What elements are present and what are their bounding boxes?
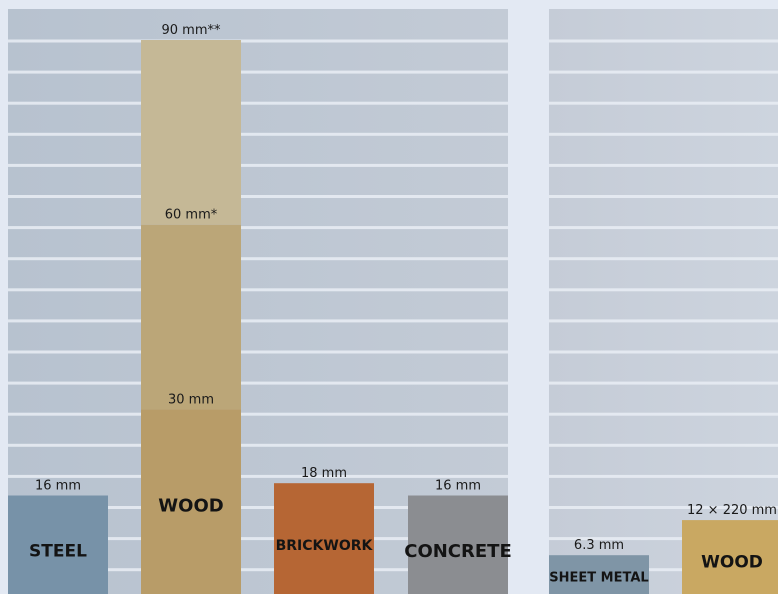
- grid-line: [8, 319, 508, 323]
- grid-line: [8, 568, 508, 572]
- grid-line: [8, 132, 508, 136]
- grid-line: [8, 381, 508, 385]
- value-label-steel-1: 16 mm: [35, 479, 81, 494]
- bar-wood-segment-1: [682, 520, 778, 594]
- chart-panels: [8, 9, 778, 594]
- grid-line: [549, 70, 778, 74]
- bar-brickwork-segment-1: [274, 483, 374, 594]
- grid-line: [549, 163, 778, 167]
- category-label-concrete: CONCRETE: [404, 541, 512, 562]
- bar-sheet-metal-segment-1: [549, 555, 649, 594]
- grid-line: [549, 443, 778, 447]
- grid-line: [549, 226, 778, 230]
- category-label-brickwork: BRICKWORK: [276, 538, 374, 554]
- grid-line: [8, 101, 508, 105]
- value-label-brickwork-1: 18 mm: [301, 466, 347, 481]
- grid-line: [549, 257, 778, 261]
- grid-line: [549, 568, 778, 572]
- grid-line: [549, 381, 778, 385]
- grid-line: [8, 506, 508, 509]
- grid-line: [549, 350, 778, 354]
- value-label-wood-2: 60 mm*: [165, 208, 218, 223]
- grid-line: [8, 226, 508, 230]
- value-label-concrete-1: 16 mm: [435, 479, 481, 494]
- bar-wood-segment-2: [141, 224, 241, 410]
- grid-line: [549, 132, 778, 136]
- value-label-sheet-metal-1: 6.3 mm: [574, 538, 624, 553]
- grid-line: [8, 412, 508, 416]
- chart-bars: [8, 40, 778, 594]
- grid-line: [8, 257, 508, 261]
- grid-line: [8, 537, 508, 541]
- grid-line: [8, 163, 508, 167]
- grid-line: [8, 350, 508, 354]
- grid-line: [549, 506, 778, 509]
- chart-labels: 16 mm STEEL 30 mm 60 mm* 90 mm** WOOD 18 mm BRI…: [29, 23, 777, 586]
- grid-line: [8, 443, 508, 447]
- category-label-sheet-metal: SHEET METAL: [549, 571, 648, 586]
- chart-panel-2: [549, 9, 778, 594]
- bar-steel-segment-1: [8, 495, 108, 594]
- grid-line: [549, 288, 778, 292]
- grid-line: [8, 195, 508, 198]
- category-label-steel: STEEL: [29, 542, 87, 562]
- grid-line: [8, 39, 508, 43]
- value-label-wood-1: 12 × 220 mm: [687, 503, 777, 518]
- grid-line: [549, 537, 778, 541]
- bar-concrete-segment-1: [408, 495, 508, 594]
- grid-line: [8, 70, 508, 74]
- grid-line: [549, 195, 778, 198]
- grid-line: [8, 288, 508, 292]
- grid-line: [549, 39, 778, 43]
- grid-line: [549, 101, 778, 105]
- category-label-wood: WOOD: [158, 495, 223, 516]
- bar-wood-segment-3: [141, 40, 241, 225]
- grid-line: [549, 474, 778, 478]
- grid-line: [8, 474, 508, 478]
- value-label-wood-3: 90 mm**: [161, 23, 221, 38]
- category-label-wood: WOOD: [701, 552, 763, 572]
- bar-wood-segment-1: [141, 409, 241, 594]
- grid-line: [549, 412, 778, 416]
- value-label-wood-1: 30 mm: [168, 392, 214, 407]
- grid-line: [549, 319, 778, 323]
